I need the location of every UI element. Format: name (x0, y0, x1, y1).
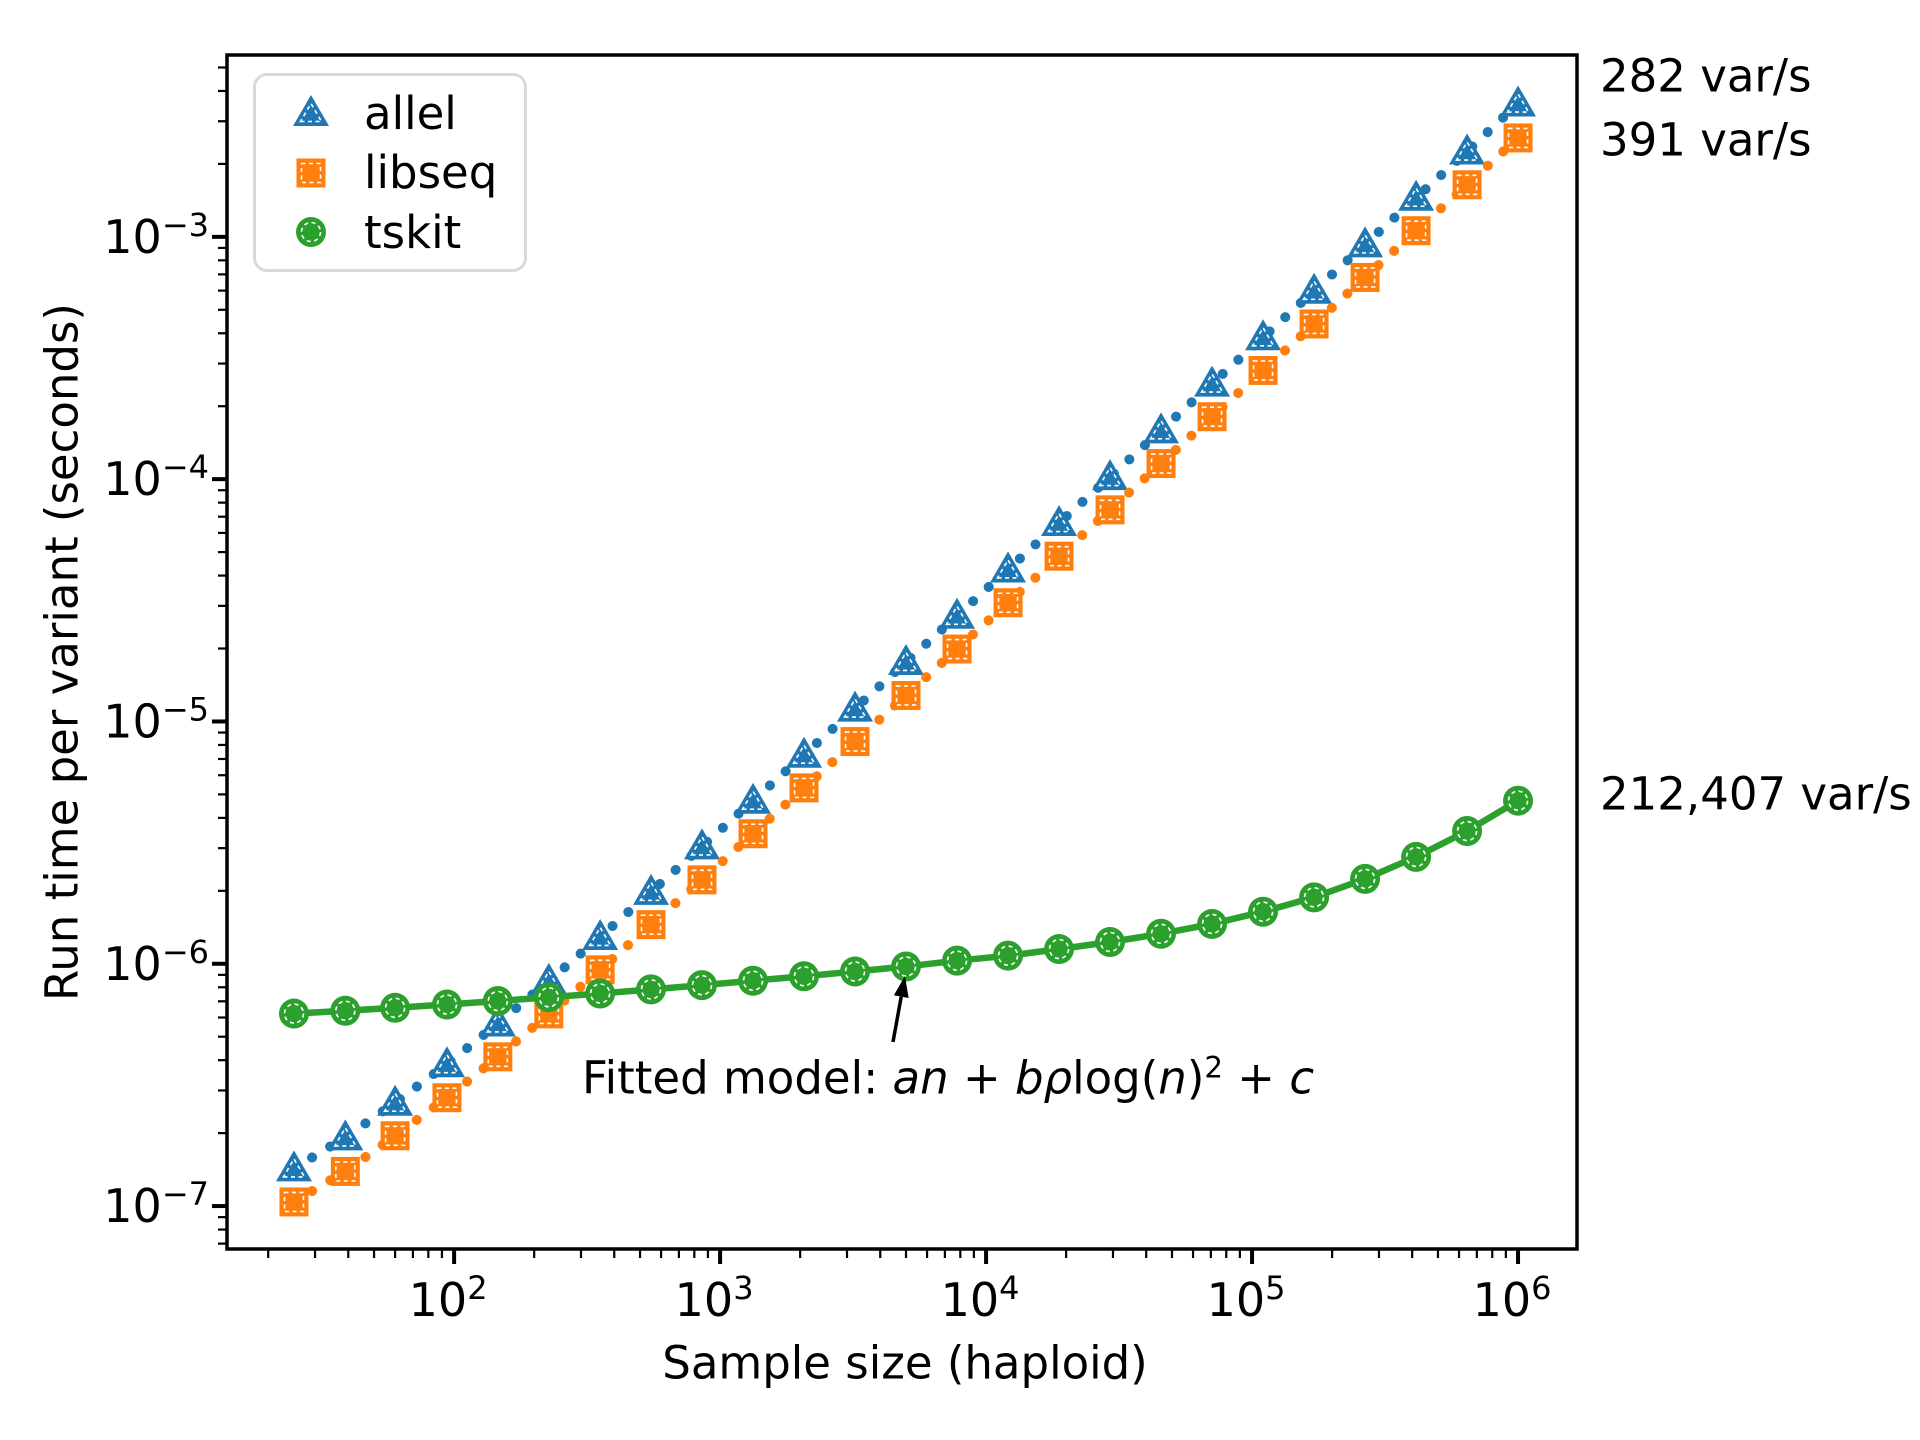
annotation-rate-tskit: 212,407 var/s (1600, 767, 1912, 821)
legend-label-allel: allel (364, 86, 457, 140)
legend-item-libseq: libseq (256, 150, 524, 195)
annotation-rate-allel: 282 var/s (1600, 49, 1812, 103)
fitted-model-log: log( (1072, 1051, 1159, 1105)
fitted-model-prefix: Fitted model: (582, 1051, 893, 1105)
y-axis-label: Run time per variant (seconds) (35, 303, 89, 1001)
fitted-model-term-brho: bρ (1014, 1051, 1073, 1105)
annotation-fitted-model: Fitted model: an + bρlog(n)2 + c (582, 1052, 1314, 1105)
fitted-model-plus-2: + (1223, 1051, 1290, 1105)
tick-labels: 102 103 104 105 106 10−3 10−4 10−5 10−6 10−7 (103, 206, 1551, 1327)
axes-frame (225, 53, 1579, 1251)
svg-text:102: 102 (409, 1269, 488, 1327)
square-marker-icon (296, 158, 326, 187)
fitted-model-close-paren: ) (1186, 1051, 1205, 1105)
legend-label-tskit: tskit (364, 205, 462, 259)
svg-text:10−6: 10−6 (103, 933, 209, 991)
svg-text:105: 105 (1207, 1269, 1286, 1327)
legend-item-allel: allel (256, 91, 524, 136)
legend-label-libseq: libseq (364, 146, 498, 199)
fitted-model-term-an: an (892, 1051, 949, 1105)
svg-text:10−7: 10−7 (103, 1175, 209, 1233)
svg-text:10−5: 10−5 (103, 690, 209, 748)
circle-marker-icon (296, 217, 326, 247)
triangle-marker-icon (293, 95, 329, 126)
svg-text:10−4: 10−4 (103, 448, 209, 506)
fitted-model-arrow (891, 976, 909, 1043)
fitted-model-term-c: c (1289, 1051, 1315, 1105)
fitted-model-exponent: 2 (1204, 1050, 1223, 1085)
fitted-model-var-n: n (1158, 1051, 1187, 1105)
svg-text:106: 106 (1473, 1269, 1552, 1327)
legend: allel libseq tskit (253, 73, 527, 272)
svg-text:104: 104 (941, 1269, 1020, 1327)
annotation-rate-libseq: 391 var/s (1600, 113, 1812, 167)
svg-text:10−3: 10−3 (103, 206, 209, 264)
legend-item-tskit: tskit (256, 210, 524, 255)
series-tskit (278, 785, 1534, 1029)
fitted-model-plus-1: + (948, 1051, 1015, 1105)
series-allel (275, 85, 1537, 1182)
svg-text:103: 103 (675, 1269, 754, 1327)
x-axis-label: Sample size (haploid) (662, 1336, 1148, 1390)
series-libseq (279, 123, 1533, 1217)
axis-ticks (212, 66, 1521, 1264)
